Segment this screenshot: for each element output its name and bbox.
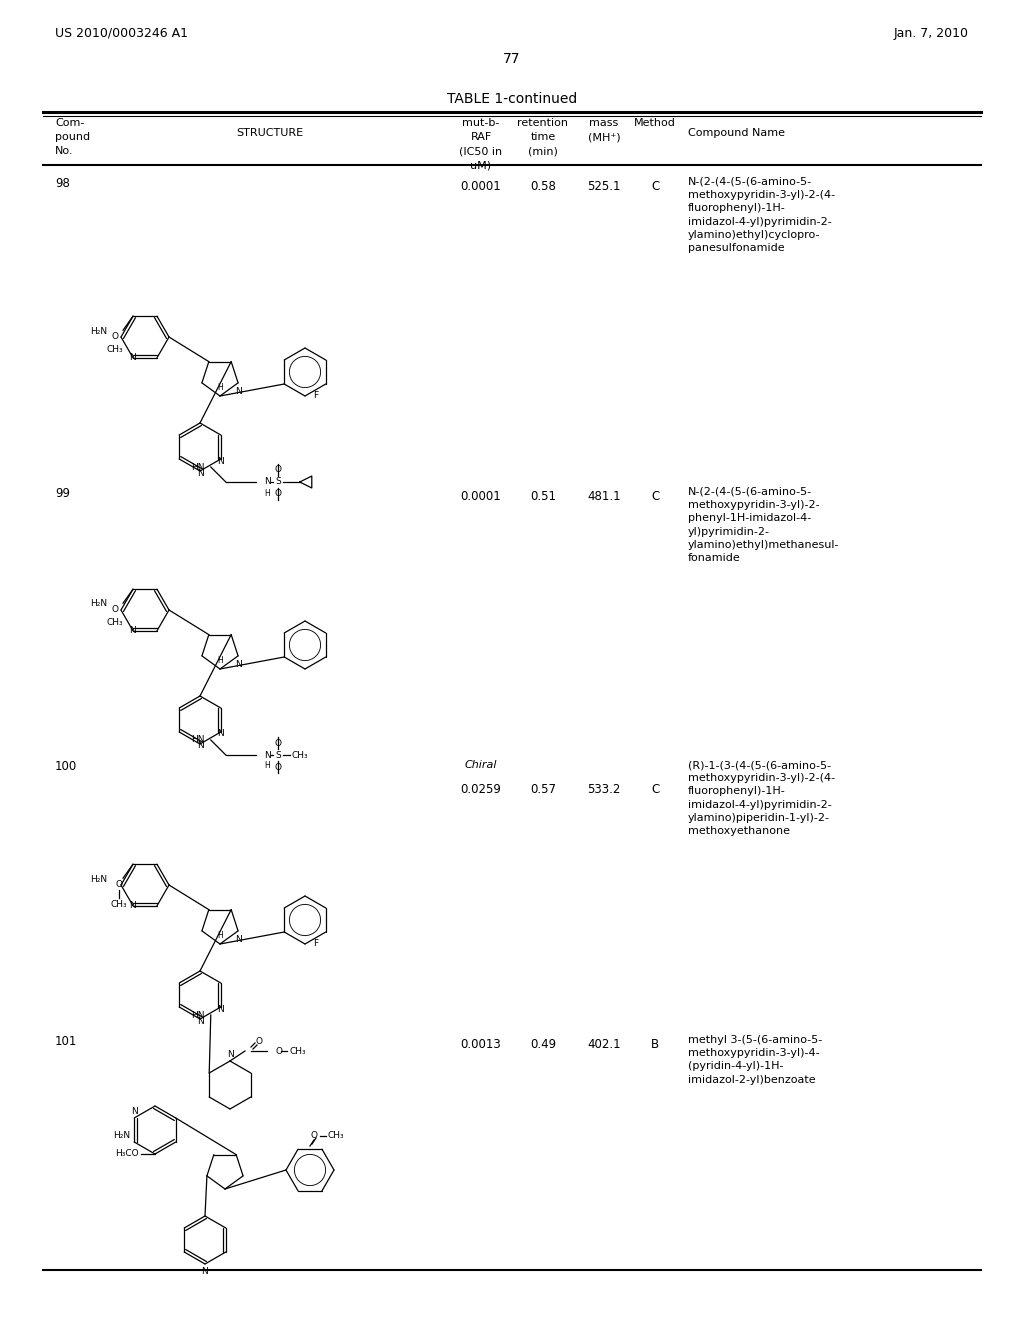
Text: Method: Method — [634, 117, 676, 128]
Text: N: N — [130, 626, 136, 635]
Text: O: O — [112, 605, 119, 614]
Text: N: N — [226, 1049, 233, 1059]
Text: S: S — [274, 751, 281, 759]
Text: STRUCTURE: STRUCTURE — [237, 128, 303, 139]
Text: Compound Name: Compound Name — [688, 128, 785, 139]
Text: O: O — [256, 1036, 262, 1045]
Text: CH₃: CH₃ — [106, 345, 123, 354]
Text: mut-b-
RAF
(IC50 in
uM): mut-b- RAF (IC50 in uM) — [460, 117, 503, 170]
Text: H₂N: H₂N — [90, 874, 106, 883]
Text: 0.58: 0.58 — [530, 180, 556, 193]
Text: 0.51: 0.51 — [530, 490, 556, 503]
Text: N: N — [234, 660, 242, 669]
Text: N: N — [130, 902, 136, 911]
Text: N: N — [197, 742, 204, 751]
Text: F: F — [313, 940, 318, 949]
Text: Jan. 7, 2010: Jan. 7, 2010 — [894, 26, 969, 40]
Text: O: O — [116, 879, 123, 888]
Text: HN: HN — [191, 462, 205, 471]
Text: O: O — [310, 1131, 317, 1140]
Text: mass
(MH⁺): mass (MH⁺) — [588, 117, 621, 143]
Text: H₃CO: H₃CO — [116, 1150, 139, 1159]
Text: US 2010/0003246 A1: US 2010/0003246 A1 — [55, 26, 188, 40]
Text: O: O — [274, 466, 282, 474]
Text: N: N — [217, 457, 224, 466]
Text: H: H — [217, 383, 223, 392]
Text: Com-
pound
No.: Com- pound No. — [55, 117, 90, 156]
Text: N: N — [217, 1005, 224, 1014]
Text: H₂N: H₂N — [90, 326, 106, 335]
Text: C: C — [651, 180, 659, 193]
Text: S: S — [274, 478, 281, 487]
Text: N: N — [197, 1016, 204, 1026]
Text: O: O — [275, 1047, 282, 1056]
Text: C: C — [651, 783, 659, 796]
Text: N-(2-(4-(5-(6-amino-5-
methoxypyridin-3-yl)-2-(4-
fluorophenyl)-1H-
imidazol-4-y: N-(2-(4-(5-(6-amino-5- methoxypyridin-3-… — [688, 177, 836, 253]
Text: N: N — [131, 1107, 137, 1115]
Text: 402.1: 402.1 — [587, 1038, 621, 1051]
Text: 0.0013: 0.0013 — [461, 1038, 502, 1051]
Text: 0.0001: 0.0001 — [461, 180, 502, 193]
Text: 525.1: 525.1 — [587, 180, 621, 193]
Text: O: O — [274, 763, 282, 771]
Text: CH₃: CH₃ — [111, 900, 127, 908]
Text: N: N — [234, 935, 242, 944]
Text: 533.2: 533.2 — [588, 783, 621, 796]
Text: N: N — [130, 354, 136, 362]
Text: CH₃: CH₃ — [289, 1047, 305, 1056]
Text: retention
time
(min): retention time (min) — [517, 117, 568, 156]
Text: CH₃: CH₃ — [292, 751, 308, 759]
Text: HN: HN — [191, 735, 205, 744]
Text: H: H — [264, 488, 269, 498]
Text: methyl 3-(5-(6-amino-5-
methoxypyridin-3-yl)-4-
(pyridin-4-yl)-1H-
imidazol-2-yl: methyl 3-(5-(6-amino-5- methoxypyridin-3… — [688, 1035, 822, 1085]
Text: (R)-1-(3-(4-(5-(6-amino-5-
methoxypyridin-3-yl)-2-(4-
fluorophenyl)-1H-
imidazol: (R)-1-(3-(4-(5-(6-amino-5- methoxypyridi… — [688, 760, 836, 836]
Text: O: O — [274, 490, 282, 499]
Text: 101: 101 — [55, 1035, 78, 1048]
Text: O: O — [274, 738, 282, 747]
Text: N: N — [264, 478, 270, 487]
Text: 98: 98 — [55, 177, 70, 190]
Text: N: N — [264, 751, 270, 759]
Text: 99: 99 — [55, 487, 70, 500]
Text: 0.49: 0.49 — [530, 1038, 556, 1051]
Text: 0.0001: 0.0001 — [461, 490, 502, 503]
Text: H₂N: H₂N — [90, 599, 106, 609]
Text: N: N — [217, 730, 224, 738]
Text: O: O — [112, 331, 119, 341]
Text: 100: 100 — [55, 760, 77, 774]
Text: 0.0259: 0.0259 — [461, 783, 502, 796]
Text: HN: HN — [191, 1011, 205, 1019]
Text: C: C — [651, 490, 659, 503]
Text: N: N — [202, 1267, 208, 1276]
Text: F: F — [313, 392, 318, 400]
Text: H: H — [264, 762, 269, 771]
Text: H: H — [217, 656, 223, 665]
Text: H: H — [217, 931, 223, 940]
Text: CH₃: CH₃ — [106, 618, 123, 627]
Text: N-(2-(4-(5-(6-amino-5-
methoxypyridin-3-yl)-2-
phenyl-1H-imidazol-4-
yl)pyrimidi: N-(2-(4-(5-(6-amino-5- methoxypyridin-3-… — [688, 487, 840, 564]
Text: H₂N: H₂N — [113, 1131, 130, 1140]
Text: B: B — [651, 1038, 659, 1051]
Text: 481.1: 481.1 — [587, 490, 621, 503]
Text: N: N — [234, 387, 242, 396]
Text: N: N — [197, 469, 204, 478]
Text: 0.57: 0.57 — [530, 783, 556, 796]
Text: 77: 77 — [503, 51, 521, 66]
Text: CH₃: CH₃ — [328, 1131, 345, 1140]
Text: TABLE 1-continued: TABLE 1-continued — [446, 92, 578, 106]
Text: Chiral: Chiral — [465, 760, 498, 770]
